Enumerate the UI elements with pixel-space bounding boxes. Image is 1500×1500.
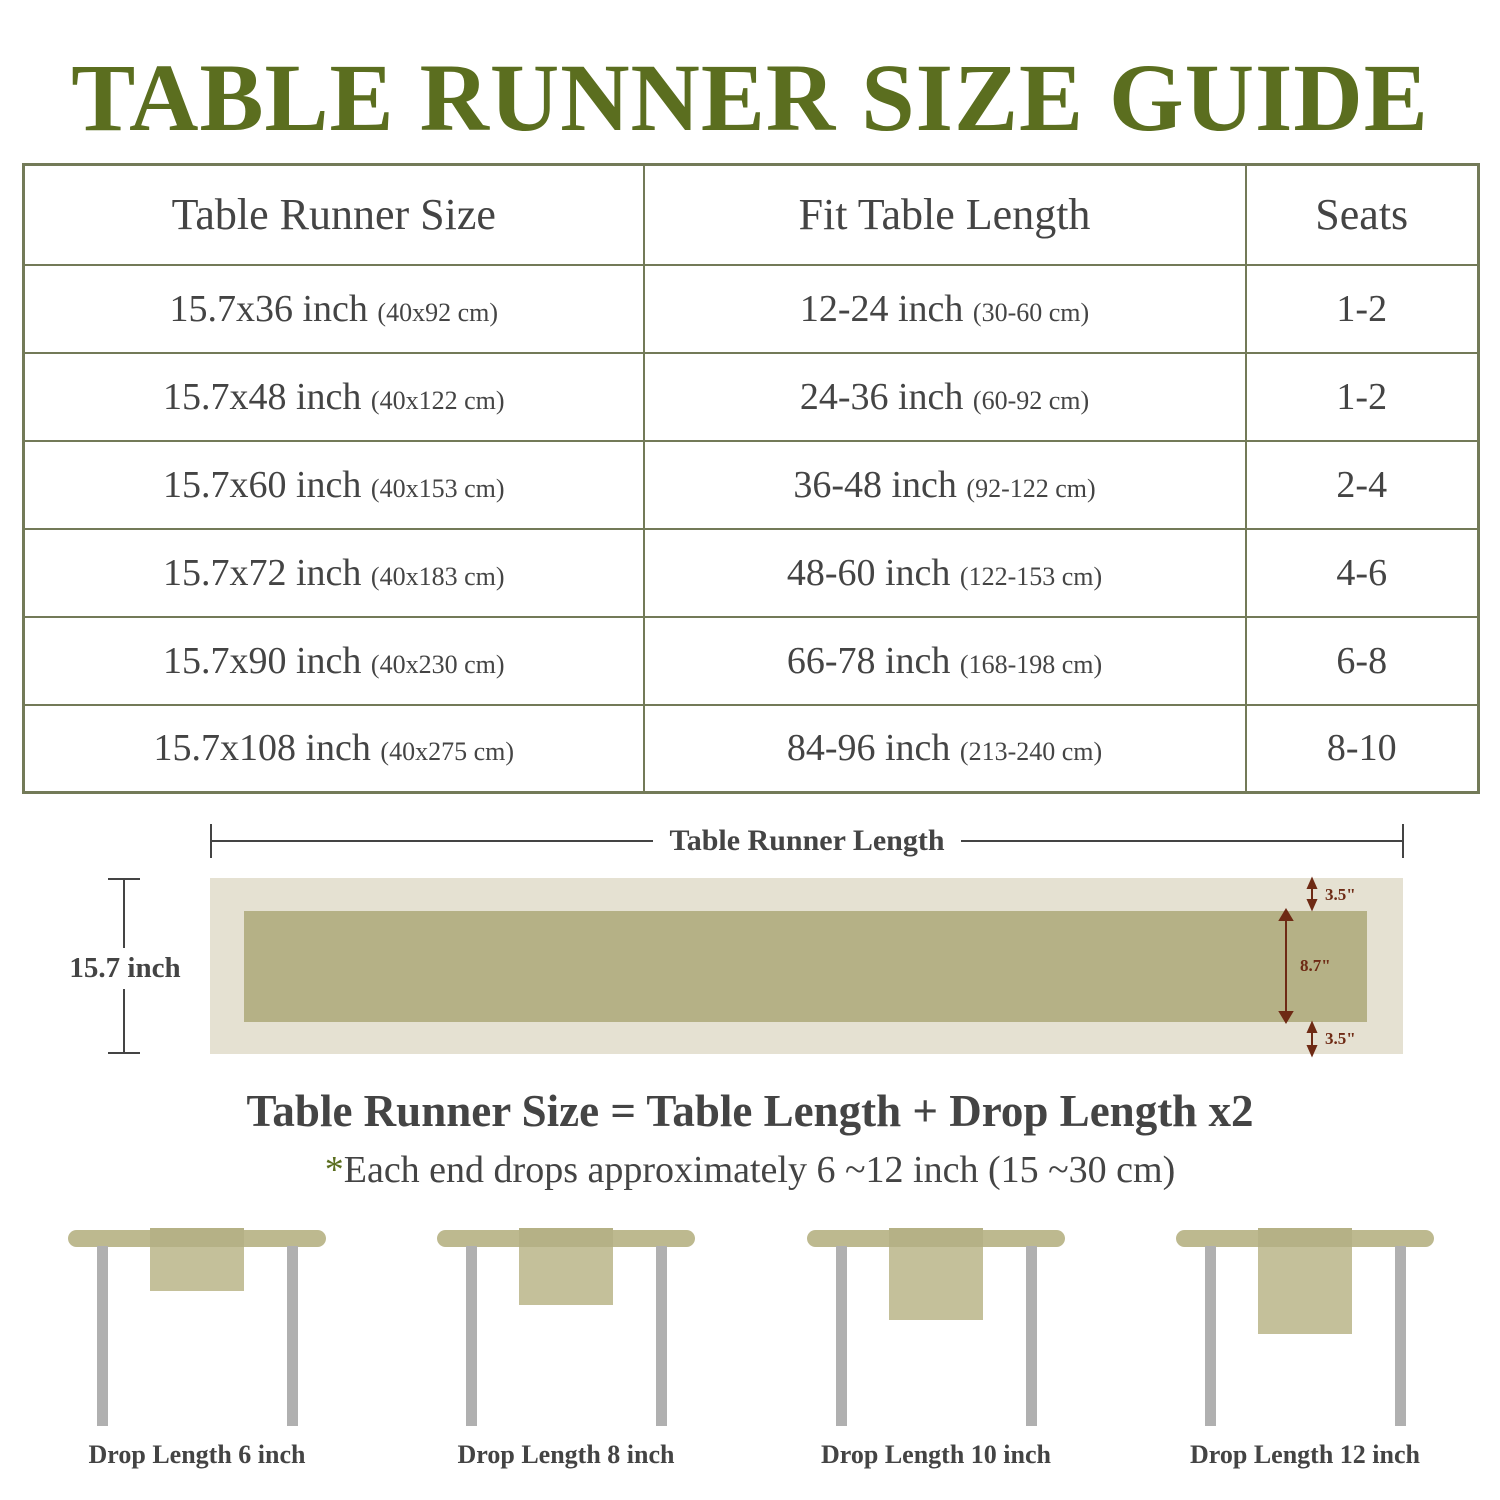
runner-drop — [889, 1228, 983, 1320]
fit-inch: 48-60 inch — [786, 551, 951, 594]
fit-cm: (168-198 cm) — [959, 649, 1103, 679]
drop-label: Drop Length 8 inch — [457, 1440, 675, 1469]
length-label: Table Runner Length — [653, 824, 961, 857]
runner-size-cell: 15.7x90 inch (40x230 cm) — [22, 615, 645, 706]
header-seats: Seats — [1244, 163, 1480, 266]
fit-cm: (122-153 cm) — [959, 561, 1103, 591]
seats-cell: 4-6 — [1244, 527, 1480, 618]
header-runner-size: Table Runner Size — [22, 163, 645, 266]
size-cm: (40x230 cm) — [370, 649, 505, 679]
arrows-icon — [1278, 908, 1294, 1024]
drop-illustration — [437, 1226, 695, 1436]
border-bottom-label: 3.5" — [1325, 1029, 1356, 1048]
size-cm: (40x275 cm) — [380, 737, 515, 767]
drop-label: Drop Length 6 inch — [88, 1440, 306, 1469]
fit-inch: 84-96 inch — [786, 727, 951, 770]
size-inch: 15.7x48 inch — [162, 375, 362, 418]
length-dimension: Table Runner Length — [210, 824, 1404, 858]
seats-cell: 1-2 — [1244, 263, 1480, 354]
table-leg — [1026, 1246, 1037, 1426]
table-row: 15.7x36 inch (40x92 cm) 12-24 inch (30-6… — [22, 263, 1480, 354]
runner-size-cell: 15.7x72 inch (40x183 cm) — [22, 527, 645, 618]
formula: Table Runner Size = Table Length + Drop … — [246, 1086, 1254, 1136]
fit-cm: (30-60 cm) — [972, 297, 1090, 327]
table-row: 15.7x108 inch (40x275 cm) 84-96 inch (21… — [22, 703, 1480, 794]
table-row: 15.7x72 inch (40x183 cm) 48-60 inch (122… — [22, 527, 1480, 618]
runner-drop — [150, 1228, 244, 1291]
seats-cell: 2-4 — [1244, 439, 1480, 530]
fit-inch: 24-36 inch — [799, 375, 964, 418]
drop-label: Drop Length 10 inch — [821, 1440, 1051, 1469]
note-text: Each end drops approximately 6 ~12 inch … — [343, 1149, 1176, 1191]
fit-cm: (60-92 cm) — [972, 385, 1090, 415]
seats-cell: 1-2 — [1244, 351, 1480, 442]
runner-size-cell: 15.7x36 inch (40x92 cm) — [22, 263, 645, 354]
size-table: Table Runner Size Fit Table Length Seats… — [22, 163, 1480, 794]
table-leg — [97, 1246, 108, 1426]
seats-cell: 6-8 — [1244, 615, 1480, 706]
table-row: 15.7x60 inch (40x153 cm) 36-48 inch (92-… — [22, 439, 1480, 530]
size-inch: 15.7x90 inch — [162, 639, 362, 682]
size-cm: (40x92 cm) — [377, 297, 499, 327]
table-row: 15.7x48 inch (40x122 cm) 24-36 inch (60-… — [22, 351, 1480, 442]
width-dimension: 15.7 inch — [60, 878, 190, 1054]
size-inch: 15.7x108 inch — [153, 727, 371, 770]
fit-inch: 36-48 inch — [793, 463, 957, 506]
fit-length-cell: 66-78 inch (168-198 cm) — [642, 615, 1247, 706]
fit-length-cell: 12-24 inch (30-60 cm) — [642, 263, 1247, 354]
runner-size-cell: 15.7x60 inch (40x153 cm) — [22, 439, 645, 530]
size-inch: 15.7x72 inch — [162, 551, 362, 594]
drop-illustration — [1176, 1226, 1434, 1436]
fit-length-cell: 36-48 inch (92-122 cm) — [642, 439, 1247, 530]
fit-inch: 12-24 inch — [799, 287, 964, 330]
size-inch: 15.7x36 inch — [169, 287, 368, 330]
table-leg — [287, 1246, 298, 1426]
size-inch: 15.7x60 inch — [162, 463, 362, 506]
table-leg — [656, 1246, 667, 1426]
size-cm: (40x122 cm) — [370, 385, 505, 415]
fit-length-cell: 24-36 inch (60-92 cm) — [642, 351, 1247, 442]
size-cm: (40x153 cm) — [370, 473, 505, 503]
runner-size-cell: 15.7x48 inch (40x122 cm) — [22, 351, 645, 442]
fit-inch: 66-78 inch — [786, 639, 951, 682]
runner-drop — [1258, 1228, 1352, 1335]
fit-cm: (92-122 cm) — [966, 473, 1096, 503]
note-asterisk: * — [324, 1149, 344, 1191]
runner-size-cell: 15.7x108 inch (40x275 cm) — [22, 703, 645, 794]
center-label: 8.7" — [1300, 956, 1331, 975]
drop-illustration — [68, 1226, 326, 1436]
table-leg — [1205, 1246, 1216, 1426]
runner-center — [244, 911, 1367, 1022]
border-top-label: 3.5" — [1325, 885, 1356, 904]
small-arrows-icon — [1306, 876, 1318, 1058]
table-header-row: Table Runner Size Fit Table Length Seats — [22, 163, 1480, 266]
table-leg — [466, 1246, 477, 1426]
drop-label: Drop Length 12 inch — [1190, 1440, 1420, 1469]
header-fit-length: Fit Table Length — [642, 163, 1247, 266]
page-title: TABLE RUNNER SIZE GUIDE — [71, 44, 1429, 151]
fit-length-cell: 48-60 inch (122-153 cm) — [642, 527, 1247, 618]
seats-cell: 8-10 — [1244, 703, 1480, 794]
fit-cm: (213-240 cm) — [959, 737, 1103, 767]
size-cm: (40x183 cm) — [370, 561, 505, 591]
drop-illustration — [807, 1226, 1065, 1436]
width-label: 15.7 inch — [69, 948, 181, 989]
table-row: 15.7x90 inch (40x230 cm) 66-78 inch (168… — [22, 615, 1480, 706]
drop-note: *Each end drops approximately 6 ~12 inch… — [0, 1148, 1500, 1192]
table-leg — [1395, 1246, 1406, 1426]
runner-drop — [519, 1228, 613, 1306]
table-leg — [836, 1246, 847, 1426]
fit-length-cell: 84-96 inch (213-240 cm) — [642, 703, 1247, 794]
